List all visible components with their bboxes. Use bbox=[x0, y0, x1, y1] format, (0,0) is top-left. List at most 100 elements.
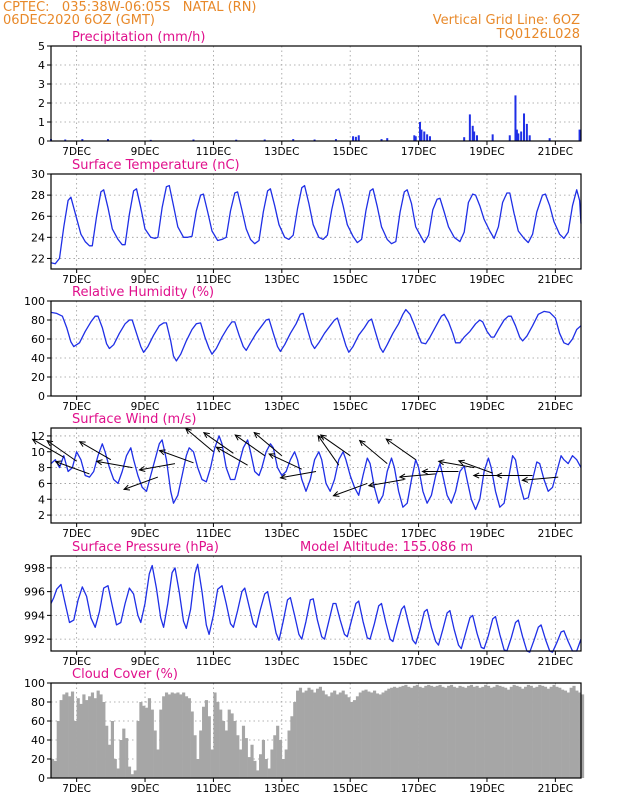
panel-6-cloud-bar bbox=[96, 690, 100, 778]
panel-6-cloud-bar bbox=[241, 725, 246, 778]
panel-5-series-line bbox=[50, 563, 582, 653]
panel-2-xtick-label: 13DEC bbox=[264, 274, 299, 286]
panel-6-cloud-bar bbox=[372, 690, 377, 778]
panel-5-ytick-label: 996 bbox=[24, 586, 45, 599]
panel-6-cloud-bar bbox=[495, 684, 499, 778]
panel-1-bar bbox=[520, 131, 523, 141]
panel-6-cloud-bar bbox=[410, 687, 414, 778]
panel-4-wind-vector bbox=[123, 476, 159, 490]
panel-4-wind-arrowhead bbox=[215, 446, 223, 453]
panel-6-cloud-bar bbox=[105, 725, 109, 778]
panel-6-cloud-bar bbox=[313, 692, 317, 778]
panel-5-xtick-label: 17DEC bbox=[401, 656, 436, 668]
panel-6-cloud-bar bbox=[464, 687, 468, 778]
panel-1-xtick-label: 15DEC bbox=[332, 146, 367, 158]
panel-2-xtick-label: 21DEC bbox=[538, 274, 573, 286]
panel-6-cloud-bar bbox=[253, 760, 257, 778]
panel-1-bar bbox=[386, 138, 389, 141]
panel-1-ytick-label: 2 bbox=[38, 97, 45, 110]
panel-6-cloud-bar bbox=[467, 685, 471, 778]
panel-4-wind-arrowhead bbox=[158, 449, 166, 456]
panel-6-cloud-bar bbox=[179, 694, 183, 778]
header-run-time: 06DEC2020 6OZ (GMT) bbox=[3, 13, 155, 28]
panel-1-bar bbox=[414, 136, 417, 141]
panel-3-series-line bbox=[50, 308, 582, 362]
panel-4-wind-arrowhead bbox=[279, 473, 287, 480]
panel-6-cloud-bar bbox=[244, 738, 248, 778]
panel-6-cloud-bar bbox=[498, 685, 502, 778]
panel-6-cloud-bar bbox=[247, 757, 251, 778]
panel-1-bar bbox=[413, 135, 416, 141]
panel-1-bar bbox=[525, 123, 528, 141]
panel-6-cloud-bar bbox=[398, 686, 402, 778]
panel-1-xtick-label: 21DEC bbox=[538, 146, 573, 158]
panel-6-cloud-bar bbox=[270, 749, 274, 778]
panel-6-cloud-bar bbox=[524, 686, 528, 778]
panel-6-cloud-bar bbox=[458, 685, 462, 778]
panel-6-cloud-bar bbox=[276, 725, 280, 778]
panel-6-cloud-bar bbox=[449, 684, 454, 778]
panel-4-wind-arrowhead bbox=[437, 459, 445, 466]
panel-2-xtick-label: 15DEC bbox=[332, 274, 367, 286]
panel-6-cloud-bar bbox=[566, 692, 570, 778]
panel-1-ytick-label: 3 bbox=[38, 78, 45, 91]
panel-6-ytick-label: 100 bbox=[24, 677, 45, 690]
panel-6-cloud-bar bbox=[421, 687, 425, 778]
panel-2-title: Surface Temperature (nC) bbox=[72, 158, 240, 173]
panel-6-cloud-bar bbox=[162, 696, 166, 778]
panel-6-cloud-bar bbox=[401, 685, 405, 778]
panel-3-plot-area bbox=[51, 301, 581, 396]
panel-6-cloud-bar bbox=[515, 685, 519, 778]
panel-2-frame bbox=[50, 173, 582, 270]
panel-3-ytick-label: 100 bbox=[24, 295, 45, 308]
header-grid-line: Vertical Grid Line: 6OZ bbox=[432, 13, 580, 28]
panel-6-cloud-bar bbox=[56, 721, 60, 778]
panel-2-xtick-label: 9DEC bbox=[131, 274, 160, 286]
panel-6-cloud-bar bbox=[73, 721, 77, 778]
panel-6-cloud-bar bbox=[418, 686, 422, 778]
panel-6-cloud-bar bbox=[264, 759, 268, 778]
panel-1-bar bbox=[426, 134, 429, 141]
panel-4-wind-vector bbox=[399, 473, 436, 478]
panel-6-cloud-bar bbox=[102, 702, 106, 778]
panel-1-bar bbox=[515, 129, 518, 141]
panel-6-cloud-bar bbox=[578, 692, 582, 778]
panel-4-wind-arrowhead bbox=[253, 431, 261, 439]
panel-6-cloud-bar bbox=[204, 700, 209, 778]
panel-6-cloud-bar bbox=[316, 688, 320, 778]
panel-1-bar bbox=[463, 137, 466, 141]
panel-5-xtick-label: 21DEC bbox=[538, 656, 573, 668]
panel-6-cloud-bar bbox=[318, 686, 322, 778]
panel-6-cloud-bar bbox=[455, 687, 459, 778]
panel-6-cloud-bar bbox=[216, 702, 220, 778]
panel-6-cloud-bar bbox=[358, 692, 362, 778]
panel-4-wind-arrowhead bbox=[367, 481, 375, 488]
panel-1-bar bbox=[523, 113, 526, 141]
panel-4-xtick-label: 19DEC bbox=[469, 528, 504, 540]
panel-6-cloud-bar bbox=[298, 687, 303, 778]
panel-4-ytick-label: 4 bbox=[38, 493, 45, 506]
panel-1-ytick-label: 5 bbox=[38, 40, 45, 53]
panel-1-xtick-label: 13DEC bbox=[264, 146, 299, 158]
panel-4-wind-arrowhead bbox=[95, 459, 103, 466]
panel-6-cloud-bar bbox=[444, 687, 448, 778]
panel-1-bar bbox=[514, 95, 517, 141]
panel-6-frame bbox=[50, 682, 582, 779]
panel-1-bar bbox=[313, 139, 316, 141]
panel-5-xtick-label: 13DEC bbox=[264, 656, 299, 668]
panel-3-xtick-label: 7DEC bbox=[62, 401, 91, 413]
panel-6-cloud-bar bbox=[486, 685, 491, 778]
panel-1-bar bbox=[517, 133, 520, 141]
panel-1-bar bbox=[357, 135, 360, 141]
panel-4-xtick-label: 13DEC bbox=[264, 528, 299, 540]
panel-3-xtick-label: 11DEC bbox=[196, 401, 231, 413]
panel-6-cloud-bar bbox=[506, 689, 511, 778]
panel-6-cloud-bar bbox=[546, 688, 550, 778]
panel-6-cloud-bar bbox=[293, 702, 297, 778]
panel-3-xtick-label: 15DEC bbox=[332, 401, 367, 413]
panel-6-cloud-bar bbox=[113, 759, 117, 778]
panel-1-xtick-label: 9DEC bbox=[131, 146, 160, 158]
panel-6-cloud-bar bbox=[284, 749, 288, 778]
panel-4-series-line bbox=[50, 435, 582, 511]
panel-1-xtick-label: 7DEC bbox=[62, 146, 91, 158]
